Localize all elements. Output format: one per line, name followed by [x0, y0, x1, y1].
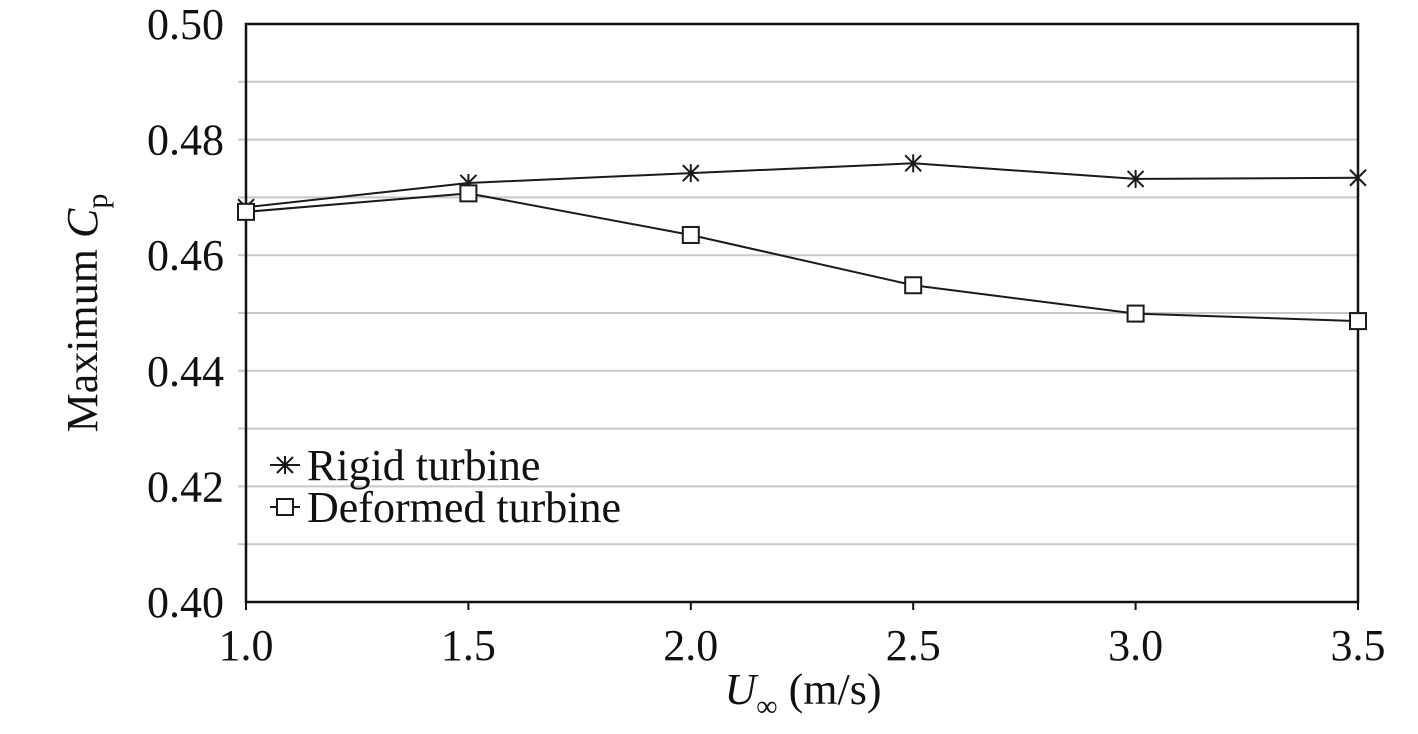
legend-square-marker [276, 498, 294, 516]
y-tick-label: 0.48 [147, 116, 224, 165]
data-point-square [1349, 312, 1367, 331]
x-tick-label: 3.0 [1108, 621, 1163, 670]
x-tick-label: 2.5 [886, 621, 941, 670]
legend-marker-rigid [276, 456, 294, 474]
x-tick-label: 2.0 [663, 621, 718, 670]
legend-marker-deformed [276, 498, 294, 516]
legend-entry-rigid: Rigid turbine [270, 441, 540, 490]
legend-entry-deformed: Deformed turbine [270, 483, 621, 532]
y-tick-label: 0.42 [147, 462, 224, 511]
data-point-star [1126, 169, 1145, 188]
legend-label-rigid: Rigid turbine [307, 441, 540, 490]
series-rigid-turbine [237, 154, 1367, 217]
series-group [237, 154, 1367, 331]
y-tick-label: 0.40 [147, 578, 224, 627]
x-axis-label: U∞ (m/s) [724, 665, 881, 723]
tick-labels: 0.40 0.42 0.44 0.46 0.48 0.50 1.0 1.5 2.0 2.5 3.0 3… [147, 0, 1386, 670]
legend-label-deformed: Deformed turbine [307, 483, 621, 532]
data-point-square [237, 202, 255, 221]
x-tick-label: 1.5 [441, 621, 496, 670]
data-point-star [904, 154, 922, 173]
data-point-star [682, 164, 700, 183]
series-deformed-turbine [237, 184, 1367, 331]
grid-lines [238, 80, 1358, 546]
legend-star-marker [276, 456, 294, 474]
series-line [245, 192, 1359, 323]
y-axis-label: Maximum Cp [58, 194, 114, 433]
data-point-square [1126, 304, 1145, 323]
y-tick-label: 0.44 [147, 347, 224, 396]
data-point-square [681, 225, 700, 244]
y-tick-label: 0.50 [147, 0, 224, 49]
x-tick-label: 1.0 [219, 621, 274, 670]
y-tick-label: 0.46 [147, 231, 224, 280]
data-point-star [1349, 168, 1367, 187]
x-tick-label: 3.5 [1331, 621, 1386, 670]
data-point-square [459, 184, 478, 203]
legend: Rigid turbine Deformed turbine [270, 441, 621, 532]
data-point-square [904, 276, 923, 295]
series-line [245, 162, 1359, 209]
